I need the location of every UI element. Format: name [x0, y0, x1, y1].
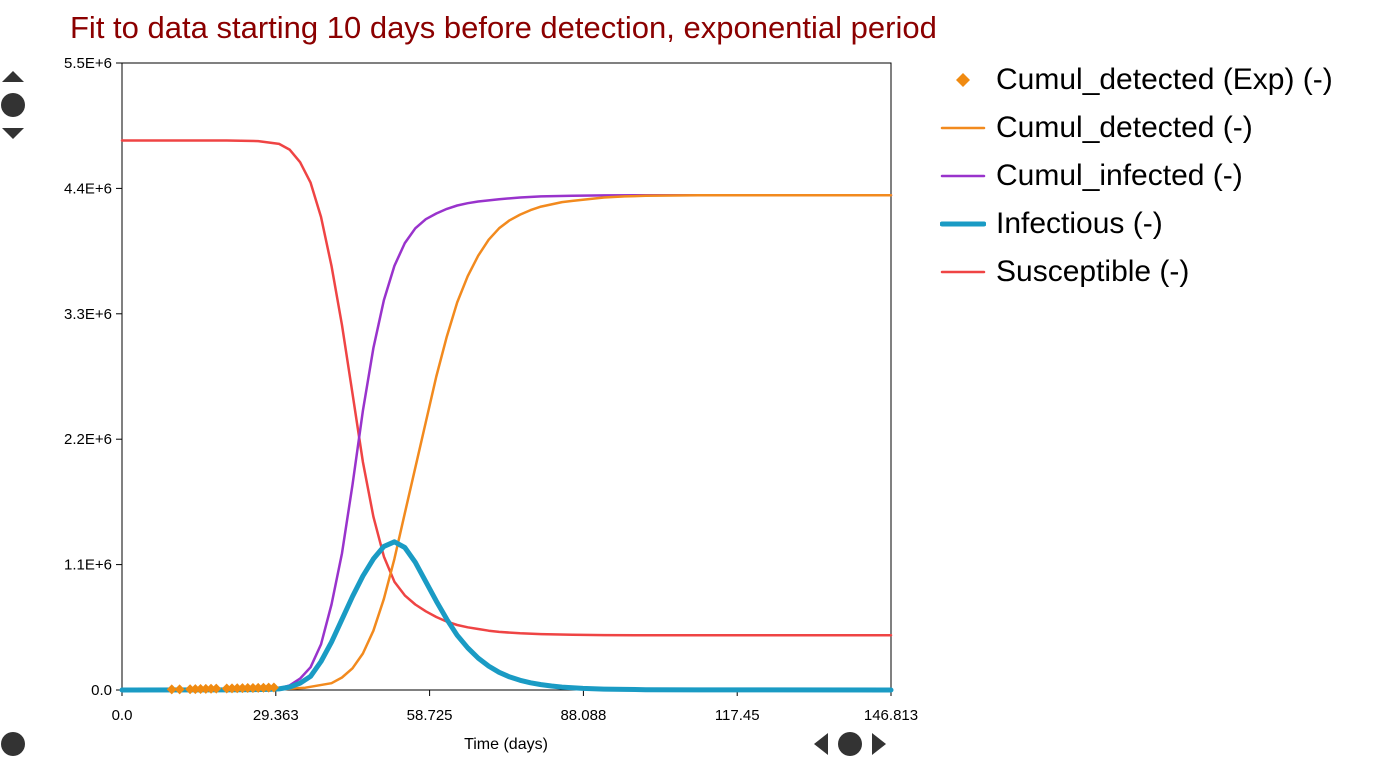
- data-point-cumul-detected-exp: [190, 684, 201, 695]
- series-line-infectious: [119, 539, 894, 693]
- data-point-cumul-detected-exp: [195, 683, 206, 694]
- series-line-susceptible: [120, 139, 893, 637]
- data-point-cumul-detected-exp: [247, 682, 258, 693]
- legend-swatch: [940, 126, 986, 130]
- legend-label: Cumul_detected (Exp) (-): [996, 63, 1333, 96]
- legend-label: Cumul_infected (-): [996, 159, 1243, 192]
- data-point-cumul-detected-exp: [206, 683, 217, 694]
- series-line-cumul-infected: [120, 193, 893, 692]
- legend-item[interactable]: Cumul_detected (Exp) (-): [940, 56, 1333, 104]
- legend-item[interactable]: Infectious (-): [940, 200, 1333, 248]
- y-tick-label: 4.4E+6: [64, 180, 112, 197]
- zoom-down-icon[interactable]: [2, 128, 24, 139]
- y-tick-label: 3.3E+6: [64, 306, 112, 323]
- pan-right-icon[interactable]: [872, 733, 886, 755]
- x-tick-label: 0.0: [112, 707, 133, 724]
- x-axis-title: Time (days): [464, 736, 548, 753]
- legend-swatch: [940, 174, 986, 178]
- zoom-up-icon[interactable]: [2, 71, 24, 82]
- legend-marker: [956, 73, 970, 87]
- x-tick-label: 29.363: [253, 707, 299, 724]
- settings-dot[interactable]: [0, 731, 28, 757]
- data-point-cumul-detected-exp: [226, 683, 237, 694]
- zoom-controls[interactable]: [0, 68, 28, 142]
- pan-reset-icon[interactable]: [838, 732, 862, 756]
- data-point-cumul-detected-exp: [221, 683, 232, 694]
- zoom-reset-icon[interactable]: [1, 93, 25, 117]
- chart-title: Fit to data starting 10 days before dete…: [70, 10, 937, 45]
- data-point-cumul-detected-exp: [185, 684, 196, 695]
- series-line-cumul-detected: [120, 193, 893, 692]
- corner-circle-icon[interactable]: [1, 732, 25, 756]
- data-point-cumul-detected-exp: [253, 682, 264, 693]
- data-point-cumul-detected-exp: [268, 682, 279, 693]
- y-tick-label: 1.1E+6: [64, 557, 112, 574]
- data-point-cumul-detected-exp: [263, 682, 274, 693]
- legend-swatch: [940, 221, 986, 227]
- data-point-cumul-detected-exp: [166, 684, 177, 695]
- legend-swatch: [940, 270, 986, 274]
- data-point-cumul-detected-exp: [200, 683, 211, 694]
- legend-label: Infectious (-): [996, 207, 1163, 240]
- legend: Cumul_detected (Exp) (-) Cumul_detected (…: [940, 56, 1333, 296]
- data-point-cumul-detected-exp: [211, 683, 222, 694]
- x-tick-label: 146.813: [864, 707, 918, 724]
- y-axis: 0.0 1.1E+6 2.2E+6 3.3E+6 4.4E+6 5.5E+6: [64, 55, 122, 699]
- legend-swatch: [956, 73, 970, 87]
- series-layer: [119, 139, 894, 695]
- legend-item[interactable]: Susceptible (-): [940, 248, 1333, 296]
- data-point-cumul-detected-exp: [242, 683, 253, 694]
- x-axis: 0.0 29.363 58.725 88.088 117.45 146.813: [112, 690, 918, 724]
- x-tick-label: 88.088: [560, 707, 606, 724]
- data-point-cumul-detected-exp: [232, 683, 243, 694]
- legend-item[interactable]: Cumul_infected (-): [940, 152, 1333, 200]
- pan-controls[interactable]: [812, 731, 888, 757]
- legend-label: Susceptible (-): [996, 255, 1190, 288]
- y-tick-label: 0.0: [91, 682, 112, 699]
- x-tick-label: 117.45: [715, 707, 760, 724]
- pan-left-icon[interactable]: [814, 733, 828, 755]
- data-point-cumul-detected-exp: [174, 684, 185, 695]
- legend-label: Cumul_detected (-): [996, 111, 1253, 144]
- data-point-cumul-detected-exp: [258, 682, 269, 693]
- plot-frame: [121, 62, 892, 691]
- data-point-cumul-detected-exp: [237, 683, 248, 694]
- y-tick-label: 2.2E+6: [64, 431, 112, 448]
- legend-item[interactable]: Cumul_detected (-): [940, 104, 1333, 152]
- y-tick-label: 5.5E+6: [64, 55, 112, 72]
- x-tick-label: 58.725: [407, 707, 453, 724]
